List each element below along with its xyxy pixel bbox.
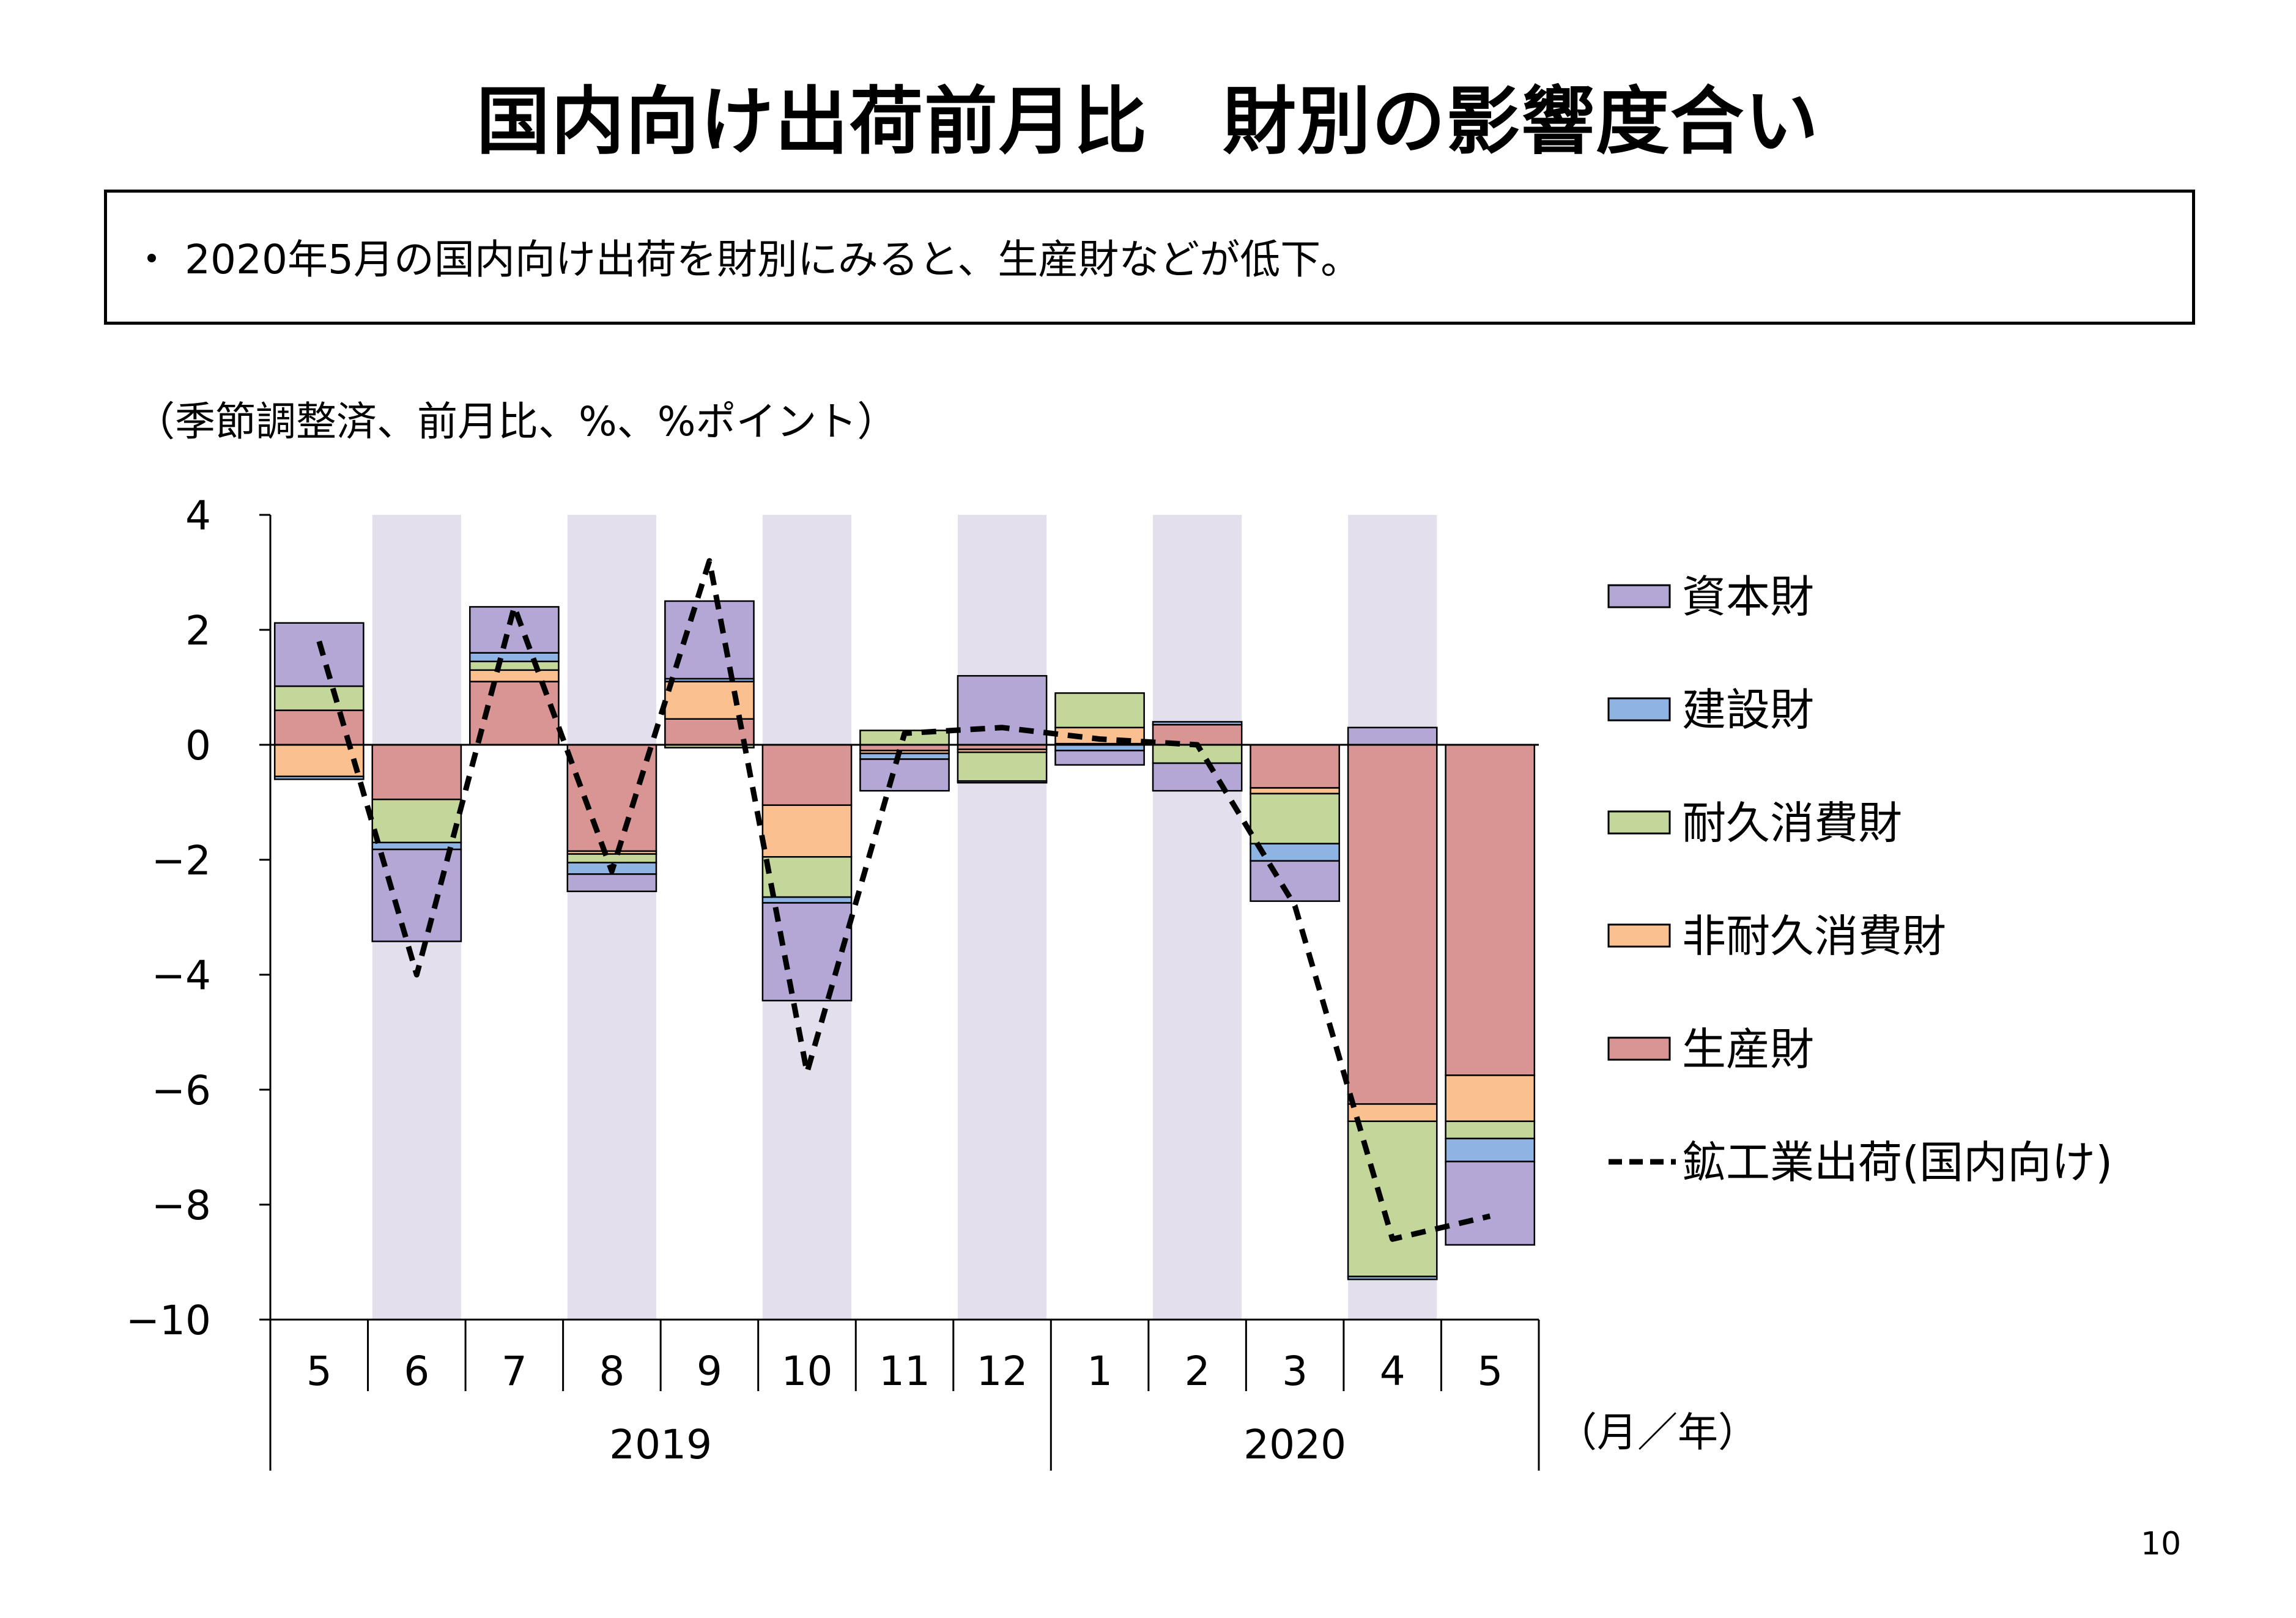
bar-segment-durable-10 [1250,792,1340,844]
bar-segment-capital-12 [1445,1161,1536,1246]
bar-segment-capital-11 [1347,726,1438,746]
bar-segment-durable-8 [1054,692,1145,729]
bar-segment-nondurable-0 [273,744,365,777]
x-tick-label: 8 [599,1348,624,1395]
bar-segment-construction-5 [761,896,853,904]
x-tick-label: 5 [306,1348,332,1395]
legend-label-capital: 資本財 [1682,571,1814,622]
x-tick-label: 1 [1087,1348,1113,1395]
legend-swatch-construction [1607,697,1671,722]
bar-segment-producer-11 [1347,744,1438,1105]
bar-segment-durable-2 [469,660,560,671]
bar-segment-durable-5 [761,856,853,898]
x-tick-label: 3 [1282,1348,1308,1395]
legend-swatch-capital [1607,584,1671,608]
page-title: 国内向け出荷前月比 財別の影響度合い [476,79,1820,164]
legend-label-construction: 建設財 [1682,684,1814,736]
bar-segment-nondurable-11 [1347,1103,1438,1122]
bar-segment-nondurable-10 [1250,787,1340,795]
bar-segment-capital-8 [1054,750,1145,766]
bar-segment-capital-0 [273,622,365,687]
legend-swatch-nondurable [1607,923,1671,948]
bar-segment-producer-10 [1250,744,1340,789]
x-tick-label: 7 [502,1348,527,1395]
bar-segment-construction-0 [273,775,365,780]
bar-segment-construction-7 [957,780,1048,784]
bar-segment-capital-6 [859,758,950,792]
x-tick-label: 11 [879,1348,930,1395]
page-number: 10 [2141,1526,2182,1562]
x-tick-label: 4 [1380,1348,1405,1395]
legend-swatch-producer [1607,1036,1671,1061]
year-label: 2019 [609,1421,712,1468]
bar-segment-nondurable-2 [469,669,560,682]
legend-label-nondurable: 非耐久消費財 [1682,911,1946,962]
x-tick-label: 10 [781,1348,832,1395]
y-tick-label: 0 [185,722,211,769]
x-tick-label: 12 [977,1348,1028,1395]
shaded-column-12 [957,515,1047,1320]
bar-segment-producer-5 [761,744,853,806]
x-tick-label: 6 [404,1348,429,1395]
x-unit-label: （月／年） [1557,1409,1758,1456]
shaded-column-8 [567,515,656,1320]
legend-label-durable: 耐久消費財 [1682,797,1902,849]
shaded-column-2 [1153,515,1242,1320]
bar-segment-durable-12 [1445,1120,1536,1140]
bar-segment-nondurable-5 [761,804,853,858]
bar-segment-capital-3 [566,873,657,892]
bar-segment-construction-6 [859,752,950,760]
bar-segment-producer-1 [371,744,462,800]
legend-label-producer: 生産財 [1682,1024,1814,1075]
bar-segment-construction-11 [1347,1276,1438,1280]
bar-segment-nondurable-12 [1445,1074,1536,1122]
x-tick-label: 9 [697,1348,722,1395]
bar-segment-producer-12 [1445,744,1536,1076]
bar-segment-capital-4 [664,600,755,680]
bar-segment-construction-9 [1152,721,1243,726]
y-tick-label: 2 [185,607,211,654]
y-tick-label: 4 [185,492,211,539]
bar-segment-durable-7 [957,751,1048,782]
bar-segment-durable-0 [273,685,365,711]
summary-text: ・ 2020年5月の国内向け出荷を財別にみると、生産財などが低下。 [131,236,1361,283]
bar-segment-nondurable-4 [664,681,755,720]
year-label: 2020 [1243,1421,1346,1468]
y-tick-label: −4 [152,952,211,999]
bar-segment-durable-11 [1347,1120,1438,1277]
y-tick-label: −10 [126,1297,211,1344]
bar-segment-durable-3 [566,853,657,863]
unit-note: （季節調整済、前月比、%、%ポイント） [135,398,898,445]
y-tick-label: −8 [152,1182,211,1229]
x-tick-label: 5 [1477,1348,1503,1395]
summary-box: ・ 2020年5月の国内向け出荷を財別にみると、生産財などが低下。 [104,190,2195,325]
bar-segment-construction-2 [469,652,560,662]
bar-segment-producer-3 [566,744,657,852]
bar-segment-capital-7 [957,674,1048,746]
legend-label-total-line: 鉱工業出荷(国内向け) [1682,1137,2113,1188]
y-tick-label: −6 [152,1067,211,1114]
bar-segment-construction-12 [1445,1137,1536,1162]
legend-swatch-durable [1607,810,1671,835]
x-tick-label: 2 [1185,1348,1210,1395]
bar-segment-durable-1 [371,799,462,844]
total-shipments-line [316,558,1491,1242]
y-tick-label: −2 [152,837,211,884]
bar-segment-capital-9 [1152,762,1243,792]
bar-segment-capital-10 [1250,860,1340,902]
